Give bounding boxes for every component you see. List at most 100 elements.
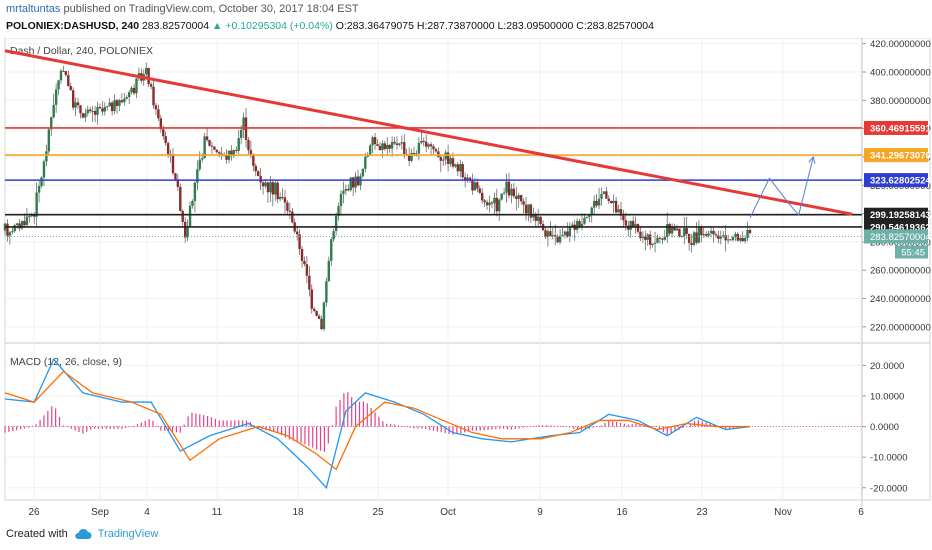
histogram-bar	[238, 420, 240, 427]
candle-body	[614, 200, 618, 213]
candle-body	[295, 231, 299, 235]
candle-body	[50, 117, 53, 130]
candle-body	[571, 224, 574, 227]
histogram-bar	[331, 425, 333, 427]
candle-body	[264, 182, 267, 187]
histogram-bar	[55, 408, 57, 427]
candle-body	[524, 204, 528, 214]
candle-body	[132, 87, 136, 94]
histogram-bar	[284, 426, 287, 438]
histogram-bar	[596, 426, 598, 428]
candle-body	[308, 275, 311, 290]
candle-body	[670, 226, 674, 234]
histogram-bar	[234, 420, 236, 427]
candle-body	[568, 226, 572, 237]
candle-body	[622, 215, 625, 221]
candle-body	[171, 154, 175, 174]
candle-body	[549, 231, 552, 237]
histogram-bar	[456, 426, 458, 434]
candle-body	[505, 181, 508, 193]
candle-body	[741, 238, 744, 242]
candle-body	[159, 118, 163, 130]
candle-body	[619, 209, 623, 216]
candle-body	[490, 202, 494, 204]
candle-body	[176, 179, 180, 187]
candle-body	[25, 216, 29, 226]
tradingview-link[interactable]: TradingView	[97, 528, 159, 540]
candle-body	[300, 248, 304, 261]
candle-body	[403, 142, 406, 155]
histogram-bar	[600, 425, 602, 427]
candle-body	[381, 143, 384, 151]
candle-body	[361, 168, 365, 177]
level-price-tag	[864, 120, 928, 135]
histogram-bar	[90, 426, 92, 430]
histogram-bar	[323, 426, 326, 452]
candle-body	[442, 159, 445, 161]
candle-body	[35, 192, 38, 217]
candle-body	[181, 210, 184, 222]
candle-body	[149, 84, 153, 87]
candle-body	[685, 228, 688, 234]
histogram-bar	[148, 419, 150, 427]
histogram-bar	[608, 420, 610, 427]
candle-body	[339, 193, 343, 207]
candle-body	[648, 234, 652, 245]
candle-body	[186, 227, 189, 238]
histogram-bar	[725, 426, 727, 430]
histogram-bar	[615, 422, 618, 427]
candle-body	[722, 235, 725, 237]
histogram-bar	[43, 415, 45, 427]
histogram-bar	[584, 426, 587, 430]
candle-body	[213, 146, 216, 150]
candle-body	[135, 78, 138, 94]
candle-body	[269, 182, 272, 193]
candle-body	[461, 164, 464, 178]
histogram-bar	[288, 426, 290, 440]
candle-body	[67, 74, 70, 87]
histogram-bar	[541, 425, 544, 427]
candle-body	[454, 164, 457, 167]
candle-body	[434, 149, 438, 152]
candle-body	[398, 143, 401, 145]
low-value: 283.09500000	[506, 20, 574, 32]
histogram-bar	[136, 424, 139, 427]
histogram-bar	[709, 423, 711, 427]
histogram-bar	[658, 426, 661, 430]
candle-body	[120, 100, 124, 103]
chart-area[interactable]: 26 Sep 4 11 18 25 Oct 9 16 23 Nov 6 220.00000000 240.…	[0, 38, 932, 526]
candle-body	[709, 230, 713, 234]
histogram-bar	[70, 426, 72, 429]
candle-body	[651, 243, 654, 245]
candle-body	[714, 234, 718, 236]
candle-body	[166, 143, 170, 154]
histogram-bar	[682, 426, 684, 429]
candle-body	[536, 216, 540, 221]
histogram-bar	[686, 426, 688, 428]
candle-body	[215, 149, 219, 153]
histogram-bar	[561, 426, 563, 428]
candle-body	[563, 231, 567, 235]
histogram-bar	[503, 426, 505, 429]
histogram-bar	[335, 406, 337, 427]
histogram-bar	[206, 415, 209, 427]
x-tick-label: Oct	[440, 507, 456, 518]
candle-body	[174, 173, 177, 180]
author-link[interactable]: mrtaltuntas	[6, 3, 61, 15]
candle-body	[322, 302, 326, 330]
candle-body	[18, 223, 21, 229]
candle-body	[641, 236, 645, 239]
candle-body	[271, 182, 275, 195]
candle-body	[210, 145, 214, 147]
candle-body	[225, 155, 228, 160]
candle-body	[368, 145, 372, 155]
candle-body	[103, 106, 107, 112]
candle-body	[91, 110, 94, 112]
histogram-bar	[62, 425, 65, 427]
histogram-bar	[183, 424, 185, 427]
candle-body	[439, 156, 443, 161]
candle-body	[517, 195, 520, 199]
candle-body	[303, 260, 306, 265]
candle-body	[422, 140, 425, 142]
candle-body	[196, 169, 199, 183]
